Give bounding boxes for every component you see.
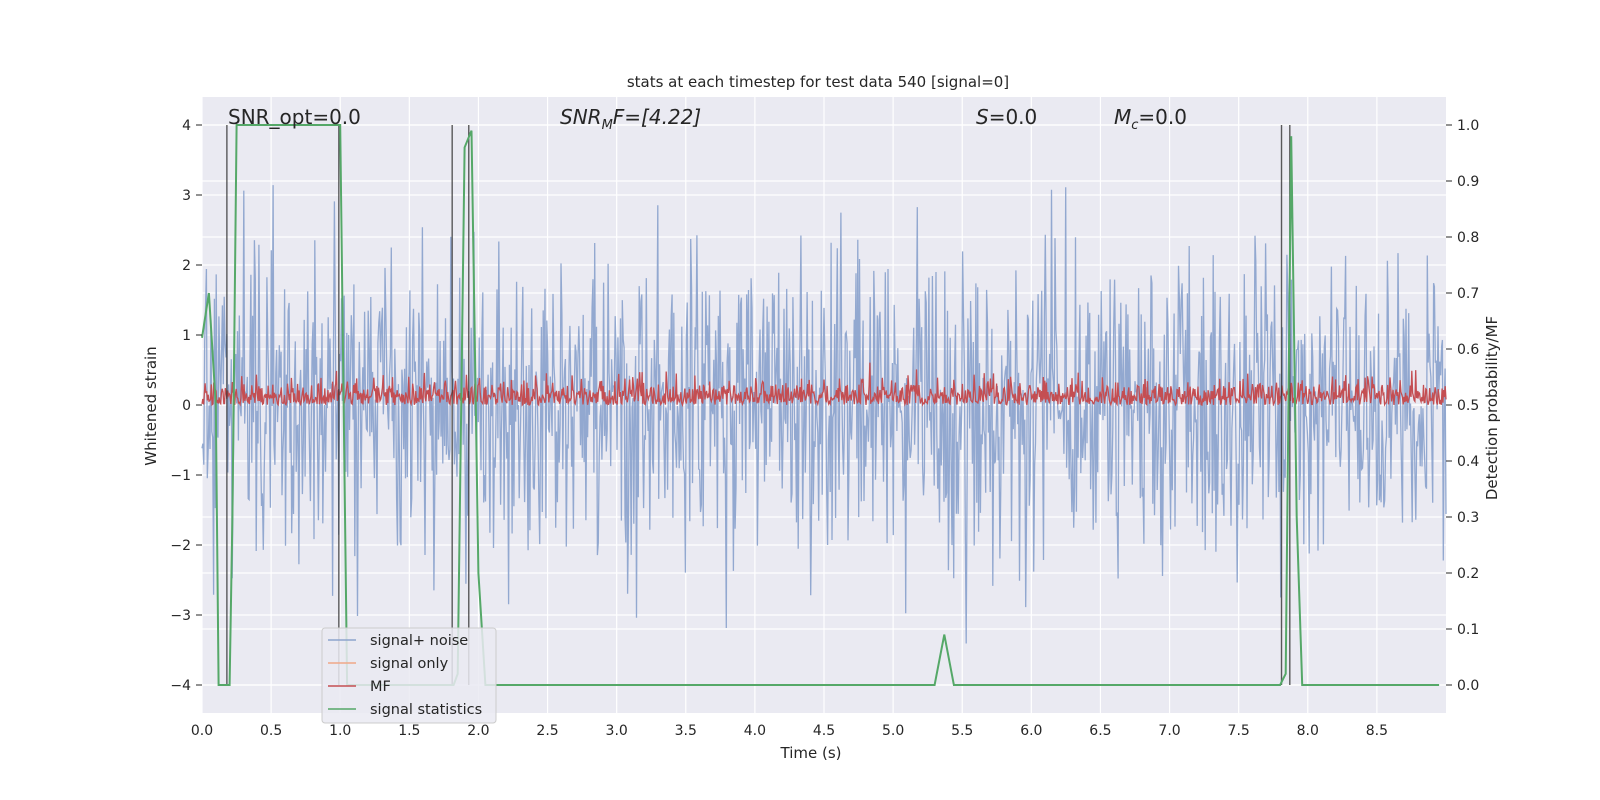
signal-statistics-series <box>201 124 1440 686</box>
x-tick-label: 0.5 <box>260 723 282 739</box>
x-tick-label: 2.0 <box>467 723 489 739</box>
y2-tick-label: 0.4 <box>1457 454 1479 470</box>
signal-noise-line <box>201 185 1447 644</box>
signal-statistics-line <box>201 124 1440 686</box>
x-tick-label: 0.0 <box>191 723 213 739</box>
y2-tick-label: 0.9 <box>1457 174 1479 190</box>
y-tick-label: 1 <box>182 328 191 344</box>
snr-opt-annotation: SNR_opt=0.0 <box>228 105 361 129</box>
mc-annotation: Mc=0.0 <box>1114 105 1187 133</box>
y-tick-label: 0 <box>182 398 191 414</box>
legend-label-signal: signal only <box>370 656 449 672</box>
snr-mf-suffix: F=[4.22] <box>613 105 701 129</box>
x-tick-label: 7.0 <box>1158 723 1180 739</box>
x-tick-label: 7.5 <box>1228 723 1250 739</box>
y-axis-label: Whitened strain <box>142 346 160 465</box>
legend-label-stat: signal statistics <box>370 702 482 718</box>
snr-mf-sub: M <box>602 118 613 133</box>
mf-line <box>201 362 1447 408</box>
x-tick-label: 5.0 <box>882 723 904 739</box>
s-prefix: S <box>976 105 989 129</box>
chart-title: stats at each timestep for test data 540… <box>627 73 1009 91</box>
x-tick-label: 1.0 <box>329 723 351 739</box>
x-tick-label: 4.5 <box>813 723 835 739</box>
y-tick-label: −2 <box>170 538 191 554</box>
y2-tick-label: 0.7 <box>1457 286 1479 302</box>
y-tick-label: −4 <box>170 678 191 694</box>
y2-axis-label: Detection probability/MF <box>1483 316 1501 500</box>
signal-noise-series <box>201 185 1447 644</box>
y-tick-label: 3 <box>182 188 191 204</box>
x-axis-ticks: 0.0 0.5 1.0 1.5 2.0 2.5 3.0 3.5 4.0 4.5 5.0 5.5 6.0 6… <box>191 723 1388 739</box>
y2-tick-label: 0.3 <box>1457 510 1479 526</box>
y-tick-label: −3 <box>170 608 191 624</box>
y2-tick-label: 0.0 <box>1457 678 1479 694</box>
y2-axis-ticks: 0.0 0.1 0.2 0.3 0.4 0.5 0.6 0.7 0.8 0.9 1.0 <box>1446 118 1479 694</box>
legend-label-mf: MF <box>370 679 391 695</box>
x-tick-label: 3.0 <box>606 723 628 739</box>
x-tick-label: 3.5 <box>675 723 697 739</box>
y-tick-label: 4 <box>182 118 191 134</box>
x-tick-label: 4.0 <box>744 723 766 739</box>
mc-suffix: =0.0 <box>1138 105 1187 129</box>
x-tick-label: 2.5 <box>536 723 558 739</box>
legend-label-noise: signal+ noise <box>370 633 468 649</box>
mc-sub: c <box>1131 118 1138 133</box>
y-tick-label: −1 <box>170 468 191 484</box>
mf-series <box>201 362 1447 408</box>
y2-tick-label: 0.5 <box>1457 398 1479 414</box>
x-tick-label: 8.5 <box>1366 723 1388 739</box>
y2-tick-label: 1.0 <box>1457 118 1479 134</box>
y2-tick-label: 0.2 <box>1457 566 1479 582</box>
y-axis-ticks: −4 −3 −2 −1 0 1 2 3 4 <box>170 118 202 694</box>
legend-box <box>321 627 497 724</box>
x-tick-label: 6.0 <box>1020 723 1042 739</box>
x-tick-label: 8.0 <box>1297 723 1319 739</box>
y2-tick-label: 0.1 <box>1457 622 1479 638</box>
y-tick-label: 2 <box>182 258 191 274</box>
s-annotation: S=0.0 <box>976 105 1037 129</box>
x-tick-label: 5.5 <box>951 723 973 739</box>
x-axis-label: Time (s) <box>780 744 842 762</box>
snr-mf-prefix: SNR <box>560 105 602 129</box>
legend: signal+ noise signal only MF signal stat… <box>321 627 497 724</box>
snr-mf-annotation: SNRMF=[4.22] <box>560 105 701 133</box>
y2-tick-label: 0.6 <box>1457 342 1479 358</box>
mc-prefix: M <box>1114 105 1131 129</box>
x-tick-label: 1.5 <box>398 723 420 739</box>
s-suffix: =0.0 <box>989 105 1038 129</box>
x-tick-label: 6.5 <box>1089 723 1111 739</box>
y2-tick-label: 0.8 <box>1457 230 1479 246</box>
